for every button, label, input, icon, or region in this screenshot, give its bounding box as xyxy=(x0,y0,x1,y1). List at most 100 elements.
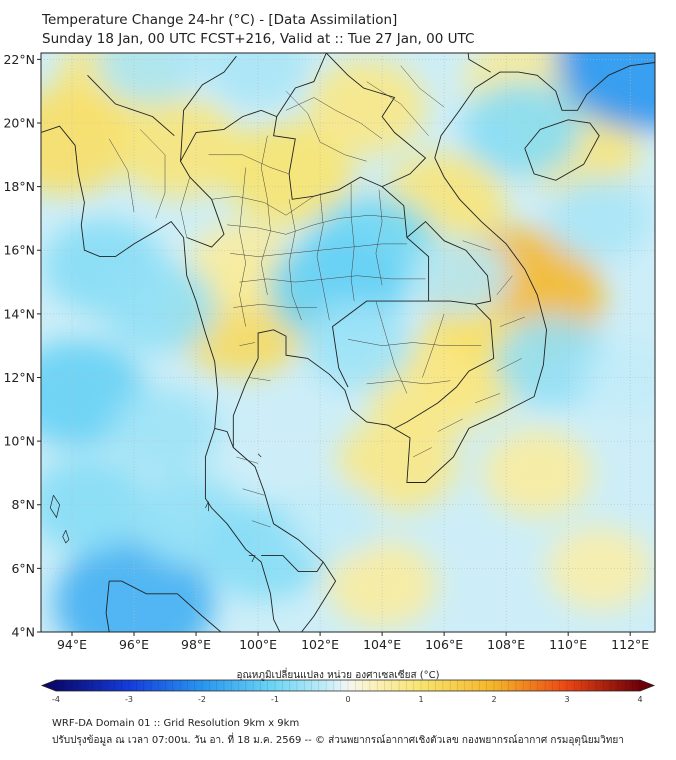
island-2 xyxy=(62,530,70,544)
province-border-11 xyxy=(316,192,330,321)
footer-update-info: ปรับปรุงข้อมูล ณ เวลา 07:00น. วัน อา. ที… xyxy=(52,735,624,746)
lon-label: 106°E xyxy=(425,637,463,652)
province-border-31 xyxy=(285,97,383,140)
field-blob-28 xyxy=(409,235,510,316)
province-border-23 xyxy=(462,240,491,251)
lat-label: 20°N xyxy=(3,115,35,130)
lon-label: 98°E xyxy=(181,637,211,652)
province-border-32 xyxy=(140,129,166,219)
province-border-28 xyxy=(437,418,463,432)
colorbar-tick-label: -3 xyxy=(125,695,133,704)
island-3 xyxy=(205,501,209,512)
field-blob-32 xyxy=(495,315,611,408)
lon-label: 108°E xyxy=(487,637,525,652)
province-border-16 xyxy=(251,520,271,528)
field-blob-27 xyxy=(302,301,413,390)
colorbar-gradient xyxy=(56,680,640,691)
province-border-18 xyxy=(347,339,482,346)
country-border-0 xyxy=(179,109,430,388)
field-blob-35 xyxy=(288,482,384,559)
province-border-2 xyxy=(227,214,404,235)
lat-lon-gridlines xyxy=(41,53,655,632)
field-blob-1 xyxy=(41,88,134,197)
field-blob-31 xyxy=(555,53,655,132)
lat-label: 16°N xyxy=(3,243,35,258)
colorbar-label: อุณหภูมิเปลี่ยนแปลง หน่วย องศาเซลเซียส (… xyxy=(236,670,440,681)
lat-label: 22°N xyxy=(3,52,35,67)
map-frame xyxy=(40,52,656,633)
field-blob-34 xyxy=(97,53,203,105)
country-border-2 xyxy=(261,555,324,573)
province-border-10 xyxy=(288,199,302,321)
lat-label: 14°N xyxy=(3,306,35,321)
lat-label: 12°N xyxy=(3,370,35,385)
coastline-west xyxy=(41,125,281,632)
colorbar-tick-label: 3 xyxy=(564,695,569,704)
province-border-25 xyxy=(499,316,525,327)
island-4 xyxy=(248,555,256,563)
lat-label: 6°N xyxy=(11,561,35,576)
colorbar-max-arrow xyxy=(640,680,654,691)
field-blob-30 xyxy=(546,176,652,261)
colorbar-tick-label: 2 xyxy=(491,695,496,704)
coastline-sumatra xyxy=(105,580,222,632)
lon-label: 96°E xyxy=(119,637,149,652)
province-border-19 xyxy=(366,380,451,385)
field-blob-19 xyxy=(101,261,217,354)
island-5 xyxy=(257,453,262,458)
footer-model-info: WRF-DA Domain 01 :: Grid Resolution 9km … xyxy=(52,718,300,729)
country-border-7 xyxy=(325,53,427,188)
island-1 xyxy=(49,495,60,519)
field-blob-36 xyxy=(582,339,655,416)
field-blob-29 xyxy=(461,81,582,178)
field-blob-21 xyxy=(41,456,148,553)
colorbar-tick-label: 1 xyxy=(418,695,423,704)
colorbar-tick-label: -2 xyxy=(198,695,206,704)
province-border-8 xyxy=(239,167,246,327)
colorbar-tick-label: 4 xyxy=(637,695,642,704)
map-subtitle: Sunday 18 Jan, 00 UTC FCST+216, Valid at… xyxy=(42,31,475,47)
colorbar: -4 -3 -2 -1 0 1 2 3 4 xyxy=(40,679,656,704)
temperature-field xyxy=(41,53,655,632)
province-border-1 xyxy=(211,195,315,216)
province-border-26 xyxy=(496,358,522,372)
lat-label: 18°N xyxy=(3,179,35,194)
province-border-15 xyxy=(242,488,265,496)
field-blob-4 xyxy=(306,59,427,156)
lon-label: 94°E xyxy=(57,637,87,652)
colorbar-tick-label: -1 xyxy=(271,695,279,704)
province-border-17 xyxy=(375,301,408,394)
country-border-1 xyxy=(214,427,234,448)
province-border-30 xyxy=(285,91,367,162)
lon-label: 112°E xyxy=(611,637,649,652)
lon-label: 100°E xyxy=(239,637,277,652)
coastline-hainan xyxy=(524,119,600,181)
province-border-7 xyxy=(248,377,271,381)
map-plot-area xyxy=(41,53,655,632)
field-blob-24 xyxy=(110,387,221,476)
province-border-24 xyxy=(496,275,513,295)
lon-label: 102°E xyxy=(301,637,339,652)
coastline-east xyxy=(232,62,655,632)
map-title: Temperature Change 24-hr (°C) - [Data As… xyxy=(42,12,398,28)
colorbar-tick-label: 0 xyxy=(345,695,350,704)
axis-labels: 22°N 20°N 18°N 16°N 14°N 12°N 10°N 8°N 6°N 4°N 94°… xyxy=(3,52,649,652)
colorbar-outline xyxy=(40,679,656,692)
country-border-9 xyxy=(87,74,175,137)
province-border-29 xyxy=(412,447,432,458)
province-border-20 xyxy=(422,313,445,378)
province-border-33 xyxy=(108,138,135,213)
colorbar-tick-label: -4 xyxy=(52,695,60,704)
province-border-4 xyxy=(239,275,426,283)
province-border-5 xyxy=(233,304,317,308)
province-border-22 xyxy=(400,65,445,108)
country-border-3 xyxy=(276,53,327,117)
lat-label: 10°N xyxy=(3,434,35,449)
lon-label: 104°E xyxy=(363,637,401,652)
province-border-6 xyxy=(239,342,256,346)
coastlines-and-borders xyxy=(41,53,655,632)
province-border-27 xyxy=(475,393,500,404)
lon-label: 110°E xyxy=(549,637,587,652)
